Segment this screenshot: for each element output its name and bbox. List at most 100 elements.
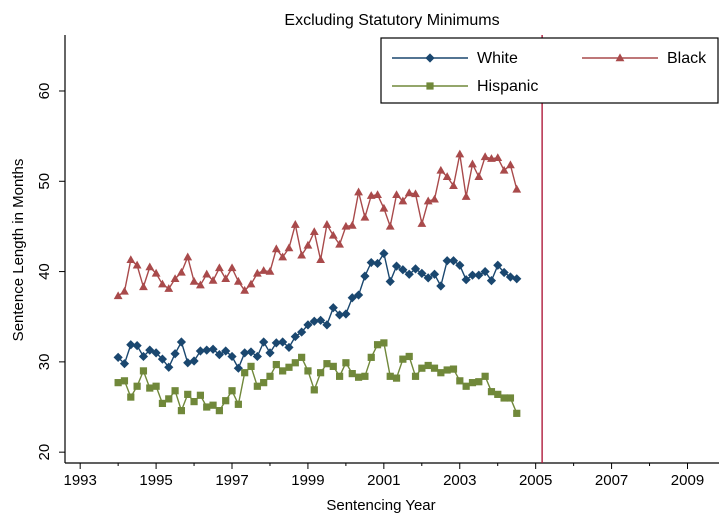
data-point-hispanic (120, 377, 129, 385)
data-point-black (221, 274, 231, 282)
data-point-white (202, 345, 212, 355)
data-point-white (341, 309, 351, 319)
data-point-hispanic (165, 395, 173, 403)
data-point-black (170, 274, 180, 282)
legend-label-white: White (477, 50, 518, 67)
data-point-black (303, 240, 313, 249)
data-point-white (385, 276, 395, 287)
data-point-white (246, 347, 256, 357)
data-point-black (259, 266, 269, 274)
data-point-hispanic (171, 387, 179, 395)
data-point-hispanic (203, 403, 211, 411)
data-point-hispanic (127, 393, 135, 401)
data-point-hispanic (146, 384, 154, 392)
data-point-hispanic (247, 362, 255, 370)
data-point-hispanic (513, 409, 521, 417)
x-tick-label: 2001 (367, 472, 400, 489)
data-point-white (259, 337, 269, 347)
data-point-white (461, 275, 471, 285)
data-point-black (309, 227, 319, 236)
data-point-black (347, 220, 357, 229)
data-point-hispanic (177, 407, 186, 415)
data-point-black (139, 282, 148, 291)
data-point-white (170, 349, 180, 359)
data-point-white (429, 269, 440, 279)
data-point-hispanic (209, 401, 217, 409)
data-point-white (303, 320, 313, 330)
data-point-black (354, 187, 363, 196)
data-point-hispanic (475, 378, 483, 386)
data-point-hispanic (184, 390, 192, 398)
data-point-hispanic (317, 369, 325, 377)
data-point-hispanic (266, 372, 274, 380)
x-tick-label: 1997 (215, 472, 248, 489)
data-point-white (436, 281, 446, 291)
data-point-black (341, 221, 351, 230)
data-point-white (486, 276, 497, 286)
x-tick-label: 1999 (291, 472, 324, 489)
data-point-black (164, 284, 174, 292)
data-point-white (271, 338, 281, 348)
data-point-black (189, 276, 199, 285)
data-point-black (120, 286, 129, 295)
data-point-white (221, 346, 231, 356)
data-point-white (379, 248, 389, 259)
data-point-black (411, 189, 420, 198)
legend-label-hispanic: Hispanic (477, 78, 538, 95)
data-point-white (195, 346, 205, 356)
data-point-black (233, 276, 243, 285)
data-point-black (177, 267, 186, 276)
x-tick-label: 2007 (595, 472, 628, 489)
data-point-black (151, 268, 161, 277)
data-point-hispanic (354, 373, 363, 381)
data-point-hispanic (449, 365, 458, 373)
data-point-hispanic (323, 360, 331, 368)
data-point-black (316, 255, 326, 264)
data-point-black (404, 188, 414, 197)
data-point-white (284, 342, 294, 353)
legend (380, 37, 719, 104)
data-point-black (265, 266, 275, 275)
data-point-black (214, 263, 224, 272)
data-point-hispanic (285, 363, 293, 371)
data-point-black (132, 260, 142, 269)
data-point-hispanic (424, 361, 432, 370)
data-point-black (227, 263, 237, 272)
data-point-hispanic (329, 362, 337, 370)
data-point-hispanic (342, 359, 350, 367)
chart-title: Excluding Statutory Minimums (284, 12, 499, 29)
data-point-white (442, 256, 452, 266)
data-point-white (423, 273, 433, 283)
y-tick-label: 40 (36, 263, 53, 280)
data-point-white (113, 352, 123, 362)
data-point-black (297, 250, 307, 259)
data-point-white (505, 272, 516, 282)
data-point-hispanic (298, 353, 306, 361)
data-point-hispanic (253, 382, 261, 390)
data-point-hispanic (234, 400, 242, 408)
data-point-hispanic (481, 372, 489, 380)
data-point-white (126, 340, 136, 350)
data-point-black (499, 165, 509, 174)
data-point-hispanic (291, 359, 299, 367)
data-point-hispanic (506, 394, 515, 402)
data-point-black (468, 159, 477, 168)
data-point-white (265, 348, 275, 358)
data-point-black (195, 280, 205, 289)
data-point-black (278, 252, 288, 261)
data-point-black (290, 220, 300, 228)
data-point-hispanic (114, 379, 122, 387)
data-point-white (366, 257, 376, 268)
data-point-white (309, 316, 319, 326)
data-point-white (410, 264, 421, 274)
data-point-black (208, 276, 218, 284)
data-point-white (227, 351, 237, 362)
data-point-hispanic (380, 339, 388, 347)
data-point-black (512, 184, 522, 193)
data-point-white (252, 351, 262, 362)
data-point-white (372, 258, 383, 269)
data-point-hispanic (222, 397, 230, 405)
data-point-black (158, 279, 167, 288)
data-point-black (474, 172, 484, 180)
